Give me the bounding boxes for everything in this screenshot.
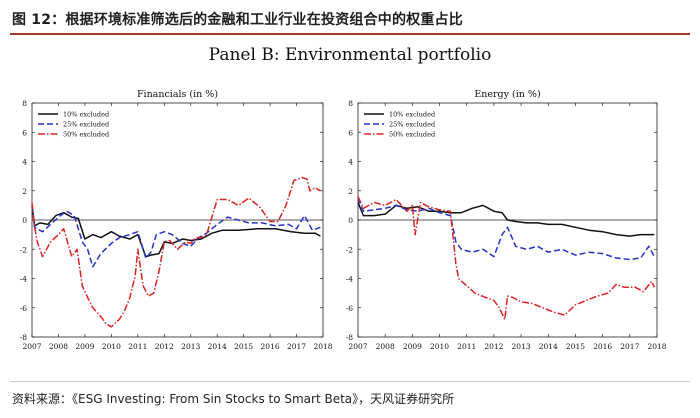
y-tick-label: -2: [20, 245, 28, 254]
x-tick-label: 2009: [403, 342, 422, 351]
x-tick-label: 2016: [261, 342, 280, 351]
x-tick-label: 2017: [287, 342, 306, 351]
x-tick-label: 2014: [539, 342, 558, 351]
y-tick-label: -6: [346, 304, 354, 313]
y-tick-label: 4: [22, 158, 27, 167]
series-line-25pct: [357, 197, 655, 261]
x-tick-label: 2012: [484, 342, 503, 351]
financials-chart: Financials (in %) -8 -6 -4 -2 0 2 4 6 8 2007 2008 20…: [20, 89, 333, 351]
y-tick-label: -8: [346, 333, 354, 342]
x-tick-label: 2010: [102, 342, 121, 351]
y-tick-label: 6: [22, 128, 27, 137]
y-tick-label: 6: [348, 128, 353, 137]
x-tick-label: 2013: [512, 342, 531, 351]
figure-title: 图 12：根据环境标准筛选后的金融和工业行业在投资组合中的权重占比: [12, 12, 463, 28]
energy-chart: Energy (in %) -8 -6 -4 -2 0 2 4 6 8 2007 2008 2009 20…: [346, 89, 667, 351]
y-tick-label: -2: [346, 245, 354, 254]
legend-label: 10% excluded: [63, 111, 109, 119]
y-tick-label: 2: [22, 187, 27, 196]
x-tick-label: 2007: [22, 342, 41, 351]
x-tick-label: 2011: [128, 342, 147, 351]
legend-label: 50% excluded: [389, 131, 435, 139]
source-note: 资料来源：《ESG Investing: From Sin Stocks to …: [12, 392, 455, 406]
chart-title: Financials (in %): [137, 89, 218, 100]
x-tick-label: 2008: [49, 342, 68, 351]
legend-label: 25% excluded: [389, 121, 435, 129]
x-tick-label: 2016: [593, 342, 612, 351]
x-tick-label: 2015: [234, 342, 253, 351]
footer-rule: [10, 381, 690, 382]
x-tick-label: 2014: [208, 342, 227, 351]
y-tick-label: 8: [348, 99, 353, 108]
y-tick-label: -6: [20, 304, 28, 313]
y-tick-label: 4: [348, 158, 353, 167]
legend-label: 25% excluded: [63, 121, 109, 129]
series-line-10pct: [357, 202, 655, 237]
x-tick-label: 2007: [348, 342, 367, 351]
y-tick-label: -4: [346, 275, 354, 284]
chart-title: Energy (in %): [474, 89, 540, 100]
y-tick-label: -4: [20, 275, 28, 284]
panel-title: Panel B: Environmental portfolio: [208, 45, 492, 65]
series-line-10pct: [31, 205, 321, 258]
x-tick-label: 2015: [566, 342, 585, 351]
y-tick-label: 2: [348, 187, 353, 196]
figure-header: 图 12：根据环境标准筛选后的金融和工业行业在投资组合中的权重占比: [0, 0, 700, 35]
y-tick-label: -8: [20, 333, 28, 342]
x-tick-label: 2017: [620, 342, 639, 351]
y-tick-label: 0: [22, 216, 27, 225]
series-line-50pct: [357, 196, 655, 321]
x-tick-label: 2018: [647, 342, 666, 351]
x-tick-label: 2013: [181, 342, 200, 351]
series-line-50pct: [31, 176, 321, 328]
legend-label: 50% excluded: [63, 131, 109, 139]
header-rule: [10, 33, 690, 35]
y-tick-label: 8: [22, 99, 27, 108]
x-tick-label: 2010: [430, 342, 449, 351]
x-tick-label: 2008: [376, 342, 395, 351]
series-line-25pct: [31, 205, 321, 268]
x-tick-label: 2018: [313, 342, 332, 351]
legend-label: 10% excluded: [389, 111, 435, 119]
x-tick-label: 2012: [155, 342, 174, 351]
y-tick-label: 0: [348, 216, 353, 225]
x-tick-label: 2009: [75, 342, 94, 351]
x-tick-label: 2011: [457, 342, 476, 351]
